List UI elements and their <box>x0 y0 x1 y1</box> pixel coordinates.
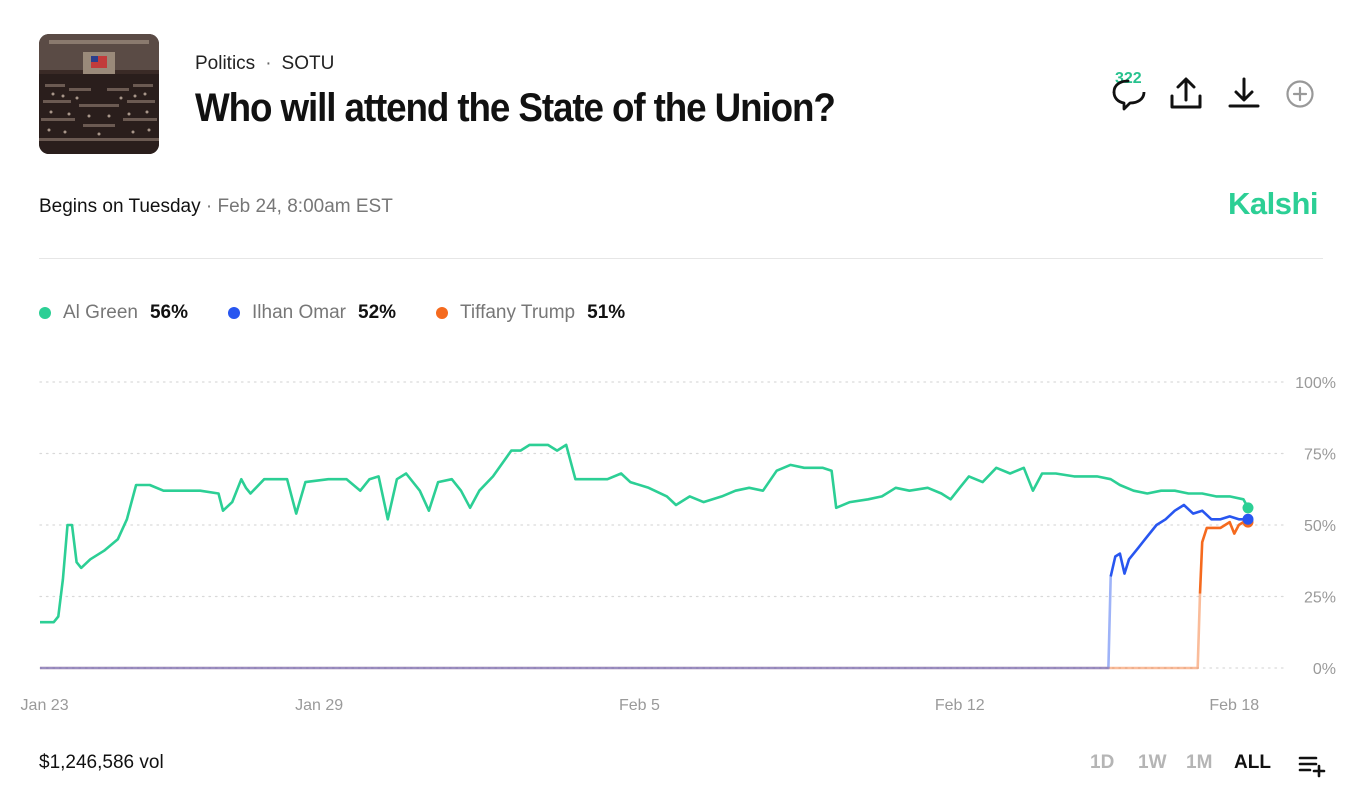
breadcrumb: Politics · SOTU <box>195 53 334 75</box>
chart-legend: Al Green 56% Ilhan Omar 52% Tiffany Trum… <box>39 302 665 324</box>
y-tick-label: 100% <box>1295 375 1336 392</box>
time-range-selector: 1D 1W 1M ALL <box>1090 752 1282 774</box>
event-start-info: Begins on Tuesday · Feb 24, 8:00am EST <box>39 196 393 218</box>
begins-date: · Feb 24, 8:00am EST <box>205 196 393 217</box>
price-history-chart[interactable]: 0% 25% 50% 75% 100% Jan 23 Jan 29 Feb 5 Feb 12 F… <box>0 360 1360 730</box>
series-line-tiffany-trump <box>1198 520 1248 594</box>
breadcrumb-sotu[interactable]: SOTU <box>281 53 335 74</box>
x-tick-label: Feb 5 <box>619 697 660 714</box>
legend-percent: 52% <box>358 302 397 323</box>
legend-swatch <box>228 307 241 319</box>
x-tick-label: Feb 18 <box>1209 697 1259 714</box>
x-tick-label: Feb 12 <box>935 697 985 714</box>
download-icon <box>1228 77 1260 108</box>
series-line-ilhan-omar-flat <box>40 576 1112 670</box>
legend-name: Al Green <box>63 302 138 323</box>
begins-label: Begins on Tuesday <box>39 196 201 217</box>
y-tick-label: 0% <box>1313 661 1336 678</box>
breadcrumb-politics[interactable]: Politics <box>195 53 256 74</box>
legend-percent: 51% <box>587 302 626 323</box>
chart-grid <box>39 381 1286 669</box>
range-1d-button[interactable]: 1D <box>1090 752 1115 773</box>
comment-icon <box>1112 79 1146 111</box>
y-axis-ticks: 0% 25% 50% 75% 100% <box>1295 375 1336 678</box>
y-tick-label: 25% <box>1304 590 1336 607</box>
y-tick-label: 75% <box>1304 447 1336 464</box>
legend-swatch <box>436 307 449 319</box>
comment-button[interactable] <box>1108 74 1148 114</box>
kalshi-logo[interactable]: Kalshi <box>1228 186 1319 221</box>
legend-name: Ilhan Omar <box>252 302 346 323</box>
event-thumbnail <box>39 34 159 154</box>
download-button[interactable] <box>1224 74 1264 114</box>
range-1m-button[interactable]: 1M <box>1186 752 1213 773</box>
chart-end-markers <box>1242 502 1254 528</box>
legend-item-al-green[interactable]: Al Green 56% <box>39 302 188 324</box>
volume-label: $1,246,586 vol <box>39 752 164 773</box>
x-axis-ticks: Jan 23 Jan 29 Feb 5 Feb 12 Feb 18 <box>21 697 1260 714</box>
share-button[interactable] <box>1166 74 1206 114</box>
list-add-icon <box>1298 756 1326 778</box>
share-icon <box>1170 77 1202 109</box>
chart-settings-button[interactable] <box>1298 754 1326 783</box>
x-tick-label: Jan 29 <box>295 697 343 714</box>
header-divider <box>39 258 1323 259</box>
series-end-dot <box>1242 513 1254 525</box>
chart-series <box>40 443 1250 670</box>
page-title: Who will attend the State of the Union? <box>195 86 836 130</box>
legend-item-tiffany-trump[interactable]: Tiffany Trump 51% <box>436 302 625 324</box>
series-line-al-green <box>40 443 1250 624</box>
legend-percent: 56% <box>149 302 189 323</box>
series-line-tiffany-trump-flat <box>40 593 1202 670</box>
y-tick-label: 50% <box>1304 518 1336 535</box>
range-1w-button[interactable]: 1W <box>1138 752 1167 773</box>
range-all-button[interactable]: ALL <box>1234 752 1271 773</box>
legend-swatch <box>39 307 51 319</box>
legend-name: Tiffany Trump <box>460 302 576 323</box>
add-button[interactable] <box>1282 76 1318 112</box>
plus-circle-icon <box>1286 80 1314 108</box>
x-tick-label: Jan 23 <box>21 697 69 714</box>
series-end-dot <box>1242 502 1254 514</box>
legend-item-ilhan-omar[interactable]: Ilhan Omar 52% <box>228 302 396 324</box>
breadcrumb-separator: · <box>265 53 272 74</box>
capitol-chamber-image <box>39 34 159 154</box>
series-line-ilhan-omar <box>1109 503 1248 577</box>
